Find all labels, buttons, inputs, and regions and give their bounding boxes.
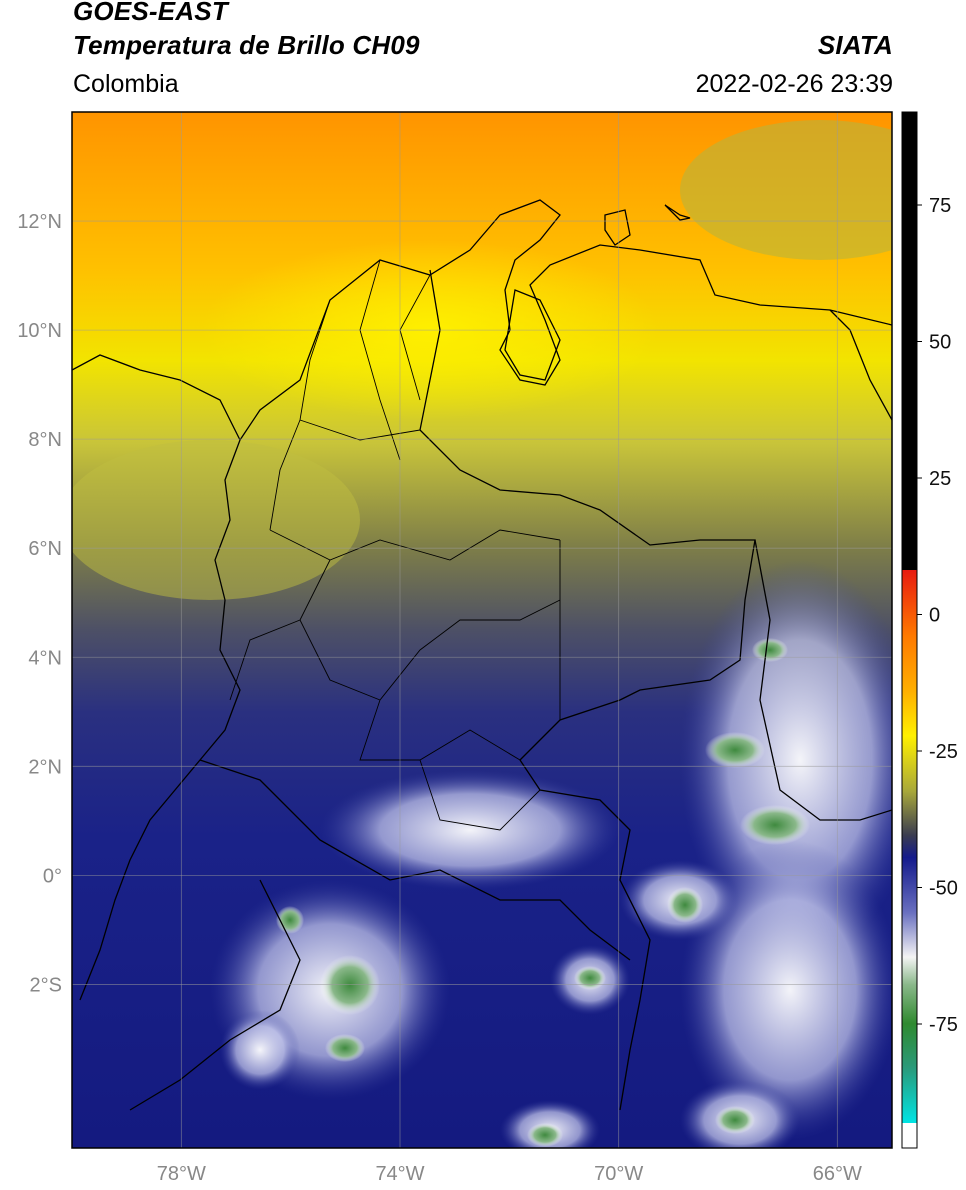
- satellite-imagery: [72, 112, 892, 1148]
- lat-tick-label: 0°: [43, 865, 62, 887]
- datetime-label: 2022-02-26 23:39: [695, 70, 893, 98]
- border-ven-bra: [754, 539, 892, 821]
- map-frame: [71, 111, 893, 1149]
- latitude-labels: 12°N 10°N 8°N 6°N 4°N 2°N 0° 2°S: [17, 211, 62, 996]
- region-label: Colombia: [73, 70, 179, 98]
- lat-tick-label: 10°N: [17, 320, 62, 342]
- lon-tick-label: 74°W: [375, 1163, 424, 1185]
- island-curacao: [664, 204, 691, 221]
- colorbar-ticks: 75 50 25 0 -25 -50 -75: [917, 195, 958, 1036]
- coastline-pacific: [79, 439, 241, 1001]
- colorbar-min-segment: [902, 1123, 917, 1148]
- lon-tick-label: 66°W: [813, 1163, 862, 1185]
- lat-tick-label: 2°N: [28, 756, 62, 778]
- colorbar-tick-label: 75: [929, 195, 951, 217]
- lake-maracaibo: [504, 289, 561, 381]
- lat-tick-label: 6°N: [28, 538, 62, 560]
- satellite-title: GOES-EAST: [73, 0, 228, 26]
- lon-tick-label: 70°W: [594, 1163, 643, 1185]
- colorbar-saturated-segment: [902, 112, 917, 570]
- coastline-panama: [72, 354, 241, 441]
- colorbar-tick-label: 50: [929, 332, 951, 354]
- longitude-labels: 78°W 74°W 70°W 66°W: [157, 1163, 862, 1185]
- colorbar: 75 50 25 0 -25 -50 -75: [901, 111, 958, 1149]
- colorbar-gradient: [902, 570, 917, 1123]
- border-col-bra: [519, 699, 651, 1111]
- coastline-caribbean: [239, 199, 892, 441]
- border-col-ven: [419, 269, 756, 701]
- island-aruba: [604, 209, 631, 246]
- lat-tick-label: 2°S: [30, 974, 62, 996]
- colorbar-tick-label: -25: [929, 741, 958, 763]
- lat-tick-label: 12°N: [17, 211, 62, 233]
- border-col-ecu-per: [199, 759, 631, 961]
- product-title: Temperatura de Brillo CH09: [73, 30, 420, 60]
- colorbar-tick-label: -75: [929, 1014, 958, 1036]
- colorbar-tick-label: 25: [929, 468, 951, 490]
- colorbar-tick-label: 0: [929, 605, 940, 627]
- colorbar-tick-label: -50: [929, 878, 958, 900]
- lat-tick-label: 4°N: [28, 647, 62, 669]
- border-ven-guy: [829, 309, 892, 421]
- lat-tick-label: 8°N: [28, 429, 62, 451]
- colorbar-frame: [901, 111, 918, 1149]
- boundaries: [72, 199, 892, 1111]
- lon-tick-label: 78°W: [157, 1163, 206, 1185]
- gridlines: [72, 112, 892, 1148]
- brand-label: SIATA: [817, 30, 893, 60]
- border-ecu-per: [129, 879, 301, 1111]
